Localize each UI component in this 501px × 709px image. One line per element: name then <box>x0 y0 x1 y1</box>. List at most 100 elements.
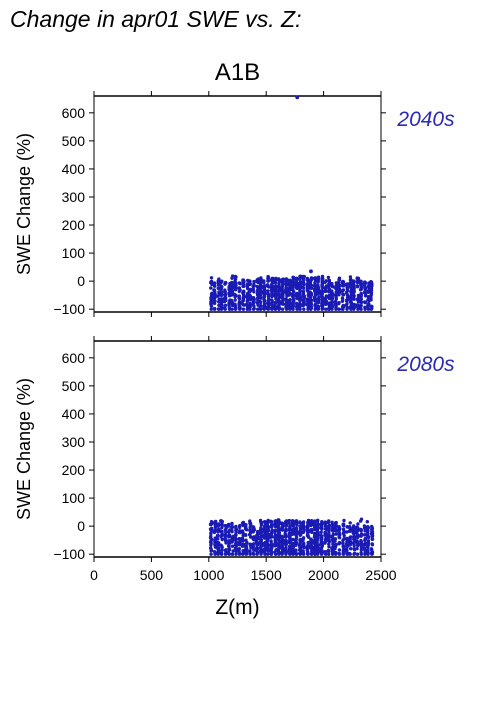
data-point <box>280 535 284 539</box>
data-point <box>209 552 213 556</box>
data-point <box>265 547 270 551</box>
data-point <box>369 547 374 551</box>
data-point <box>299 533 303 537</box>
data-point <box>212 288 217 293</box>
data-point <box>366 525 370 529</box>
data-point <box>295 286 299 290</box>
data-point <box>359 545 364 550</box>
data-point <box>342 518 346 523</box>
data-point <box>224 541 228 545</box>
data-point <box>316 307 320 311</box>
data-point <box>270 307 274 311</box>
data-point <box>244 523 248 527</box>
data-point <box>219 287 223 291</box>
data-point <box>233 537 238 542</box>
data-point <box>280 527 284 532</box>
data-point <box>316 290 321 295</box>
data-point <box>306 552 310 556</box>
data-point <box>259 530 264 534</box>
data-point <box>262 302 267 306</box>
data-point <box>288 307 292 311</box>
data-point <box>351 292 355 296</box>
data-point <box>273 291 277 296</box>
data-point <box>295 296 300 301</box>
data-point <box>273 281 278 285</box>
data-point <box>233 307 238 311</box>
data-point <box>363 307 367 311</box>
data-point <box>223 528 227 532</box>
data-point <box>334 520 338 525</box>
data-point <box>252 525 256 530</box>
data-point <box>301 286 306 290</box>
data-point <box>370 530 375 534</box>
data-point <box>237 289 241 294</box>
data-point <box>277 534 281 538</box>
y-tick-label: 100 <box>62 245 86 261</box>
y-tick-label: 600 <box>62 105 86 121</box>
data-point <box>216 543 220 548</box>
data-point <box>222 300 227 304</box>
data-point <box>333 552 338 556</box>
y-tick-label: 400 <box>62 161 86 177</box>
data-point <box>366 552 370 556</box>
data-point <box>323 541 327 545</box>
data-point <box>270 523 274 527</box>
data-point <box>269 530 274 535</box>
data-point <box>308 290 312 294</box>
data-point <box>237 281 242 285</box>
data-point <box>248 289 252 294</box>
data-point <box>227 303 231 307</box>
data-point <box>277 552 281 556</box>
data-point <box>281 290 285 294</box>
data-point <box>277 293 281 297</box>
data-point <box>359 294 363 299</box>
data-point <box>280 307 285 311</box>
data-point <box>244 552 248 556</box>
data-point <box>351 531 356 535</box>
data-point <box>224 549 228 553</box>
data-point <box>251 287 255 292</box>
data-point <box>217 549 221 553</box>
data-point <box>316 552 320 556</box>
data-point <box>317 295 321 299</box>
data-point <box>248 543 253 548</box>
data-point <box>319 530 323 534</box>
data-point <box>298 529 302 534</box>
data-point <box>266 525 271 529</box>
data-point <box>209 276 214 280</box>
data-point <box>212 521 217 525</box>
y-tick-label: 100 <box>62 490 86 506</box>
data-point <box>340 299 345 303</box>
data-point <box>287 301 291 306</box>
data-point <box>215 541 220 545</box>
data-point <box>209 297 213 302</box>
data-point <box>215 534 220 538</box>
panel-2040s: −100 0 100 200 300 400 500 600 SWE Change (%) 204… <box>14 91 455 317</box>
data-point <box>319 542 323 547</box>
data-point <box>355 284 360 288</box>
data-point <box>258 307 263 311</box>
data-point <box>305 299 310 303</box>
data-point <box>269 283 274 287</box>
data-point <box>319 525 323 530</box>
plot-frame <box>93 340 382 558</box>
data-point <box>356 526 360 530</box>
data-point <box>291 527 295 532</box>
data-point <box>260 534 264 539</box>
data-point <box>287 518 291 523</box>
data-point <box>323 530 327 535</box>
data-point <box>334 529 338 533</box>
data-point <box>356 522 360 526</box>
data-point <box>248 552 252 556</box>
data-point <box>266 528 271 533</box>
data-point <box>255 289 260 293</box>
data-point <box>341 307 345 311</box>
data-point <box>227 307 232 311</box>
data-point <box>285 298 289 302</box>
data-point <box>220 548 224 552</box>
data-point <box>320 523 324 527</box>
y-axis-label: SWE Change (%) <box>14 378 34 520</box>
data-point <box>237 286 242 290</box>
data-point <box>212 307 217 311</box>
data-point <box>223 552 228 556</box>
